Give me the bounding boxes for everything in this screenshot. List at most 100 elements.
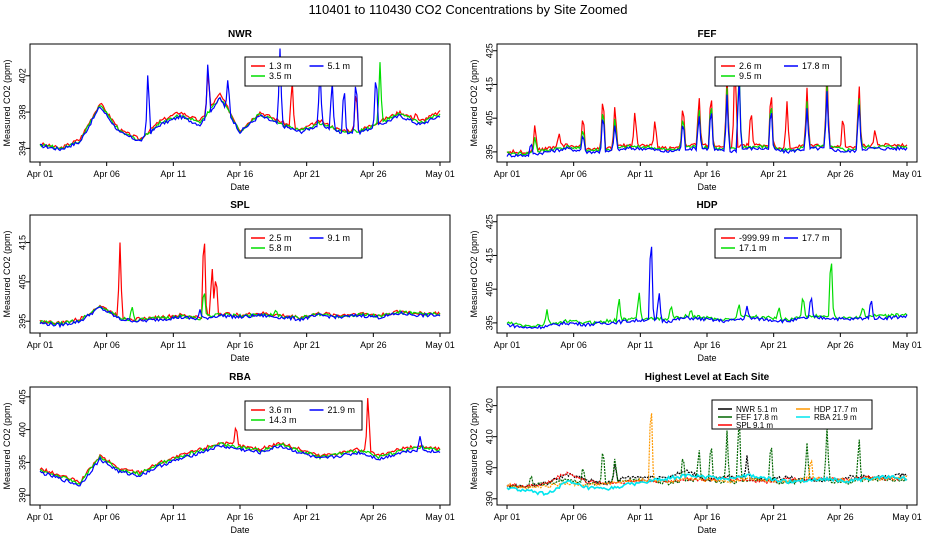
series-line-9-1-m <box>39 306 441 329</box>
x-tick-label: Apr 26 <box>827 512 854 522</box>
y-tick-label: 415 <box>17 235 27 250</box>
y-tick-label: 400 <box>484 460 494 475</box>
series-line-2-6-m <box>506 60 908 155</box>
panel-title: SPL <box>230 200 249 211</box>
legend: 3.6 m14.3 m 21.9 m <box>244 400 363 431</box>
legend-label: 14.3 m <box>269 415 297 425</box>
x-tick-label: Apr 06 <box>560 512 587 522</box>
y-axis-label: Measured CO2 (ppm) <box>469 59 479 146</box>
x-tick-label: May 01 <box>892 169 922 179</box>
y-tick-label: 398 <box>17 105 27 120</box>
panel-hdp: HDP Date Measured CO2 (ppm) Apr 01 Apr 06 Apr… <box>469 200 922 363</box>
x-axis-label: Date <box>230 525 249 535</box>
legend-label: 9.5 m <box>739 71 762 81</box>
legend-label: 17.1 m <box>739 243 767 253</box>
x-tick-label: Apr 01 <box>27 512 54 522</box>
x-tick-label: Apr 21 <box>293 340 320 350</box>
y-tick-label: 402 <box>17 68 27 83</box>
x-tick-label: Apr 16 <box>227 340 254 350</box>
x-tick-label: Apr 26 <box>360 340 387 350</box>
y-tick-label: 395 <box>17 455 27 470</box>
y-axis-label: Measured CO2 (ppm) <box>469 402 479 489</box>
series-line-17-8-m <box>506 78 908 158</box>
x-tick-label: Apr 01 <box>27 340 54 350</box>
y-tick-label: 405 <box>17 389 27 404</box>
legend: 1.3 m3.5 m 5.1 m <box>244 56 363 87</box>
y-tick-label: 405 <box>484 282 494 297</box>
panel-title: NWR <box>228 29 253 40</box>
series-line-1-3-m <box>39 72 441 150</box>
legend-label: 1.3 m <box>269 61 292 71</box>
x-tick-label: Apr 26 <box>827 340 854 350</box>
panel-nwr: NWR Date Measured CO2 (ppm) Apr 01 Apr 06 Apr… <box>2 29 455 192</box>
x-tick-label: Apr 21 <box>760 340 787 350</box>
x-tick-label: Apr 01 <box>27 169 54 179</box>
y-tick-label: 395 <box>484 144 494 159</box>
panel-title: HDP <box>696 200 717 211</box>
x-tick-label: May 01 <box>892 512 922 522</box>
x-tick-label: Apr 26 <box>827 169 854 179</box>
series-group <box>39 242 441 329</box>
panel-title: Highest Level at Each Site <box>645 372 770 383</box>
x-tick-label: Apr 11 <box>627 169 653 179</box>
y-tick-label: 425 <box>484 214 494 229</box>
legend: -999.99 m17.1 m 17.7 m <box>714 228 842 259</box>
y-tick-label: 415 <box>484 248 494 263</box>
y-axis-label: Measured CO2 (ppm) <box>469 230 479 317</box>
legend-label: 5.8 m <box>269 243 292 253</box>
x-tick-label: Apr 16 <box>694 340 721 350</box>
panel-title: FEF <box>698 29 717 40</box>
legend-label: NWR 5.1 m <box>736 405 778 414</box>
legend-label: 3.6 m <box>269 405 292 415</box>
series-group <box>506 60 908 158</box>
legend-box <box>711 399 873 430</box>
series-line-9-5-m <box>506 72 908 156</box>
x-tick-label: Apr 21 <box>760 512 787 522</box>
panel-fef: FEF Date Measured CO2 (ppm) Apr 01 Apr 06 Apr… <box>469 29 922 192</box>
y-axis-label: Measured CO2 (ppm) <box>2 402 12 489</box>
legend-label: FEF 17.8 m <box>736 413 778 422</box>
panels: NWR Date Measured CO2 (ppm) Apr 01 Apr 06 Apr… <box>2 29 922 535</box>
x-axis-label: Date <box>230 353 249 363</box>
series-line-5-1-m <box>39 48 441 152</box>
panel-rba: RBA Date Measured CO2 (ppm) Apr 01 Apr 06 Apr… <box>2 372 455 535</box>
x-tick-label: Apr 11 <box>160 512 186 522</box>
x-tick-label: Apr 16 <box>227 169 254 179</box>
x-tick-label: Apr 21 <box>293 169 320 179</box>
y-tick-label: 390 <box>484 491 494 506</box>
plot-frame <box>496 43 918 163</box>
y-tick-label: 390 <box>17 488 27 503</box>
x-tick-label: Apr 01 <box>494 169 521 179</box>
legend-label: 9.1 m <box>328 233 351 243</box>
series-group <box>506 246 908 330</box>
x-tick-label: May 01 <box>425 512 455 522</box>
x-tick-label: Apr 11 <box>160 340 186 350</box>
y-tick-label: 394 <box>17 141 27 156</box>
legend-label: HDP 17.7 m <box>814 405 858 414</box>
x-tick-label: Apr 01 <box>494 340 521 350</box>
y-tick-label: 415 <box>484 77 494 92</box>
series-line-rba-21-9-m <box>506 473 908 496</box>
y-axis-label: Measured CO2 (ppm) <box>2 59 12 146</box>
legend: 2.6 m9.5 m 17.8 m <box>714 56 842 87</box>
y-tick-label: 410 <box>484 429 494 444</box>
plot-frame <box>496 214 918 334</box>
x-tick-label: Apr 06 <box>93 512 120 522</box>
panel-title: RBA <box>229 372 251 383</box>
x-tick-label: Apr 01 <box>494 512 521 522</box>
x-axis-label: Date <box>697 182 716 192</box>
legend-label: 3.5 m <box>269 71 292 81</box>
panel-spl: SPL Date Measured CO2 (ppm) Apr 01 Apr 06 Apr… <box>2 200 455 363</box>
y-tick-label: 400 <box>17 422 27 437</box>
series-line-17-1-m <box>506 263 908 328</box>
x-tick-label: Apr 11 <box>160 169 186 179</box>
legend: 2.5 m5.8 m 9.1 m <box>244 228 363 259</box>
series-line-2-5-m <box>39 242 441 326</box>
legend-label: 17.8 m <box>802 61 830 71</box>
x-tick-label: Apr 11 <box>627 512 653 522</box>
series-line-5-8-m <box>39 293 441 327</box>
legend-label: 5.1 m <box>328 61 351 71</box>
x-tick-label: Apr 06 <box>560 340 587 350</box>
